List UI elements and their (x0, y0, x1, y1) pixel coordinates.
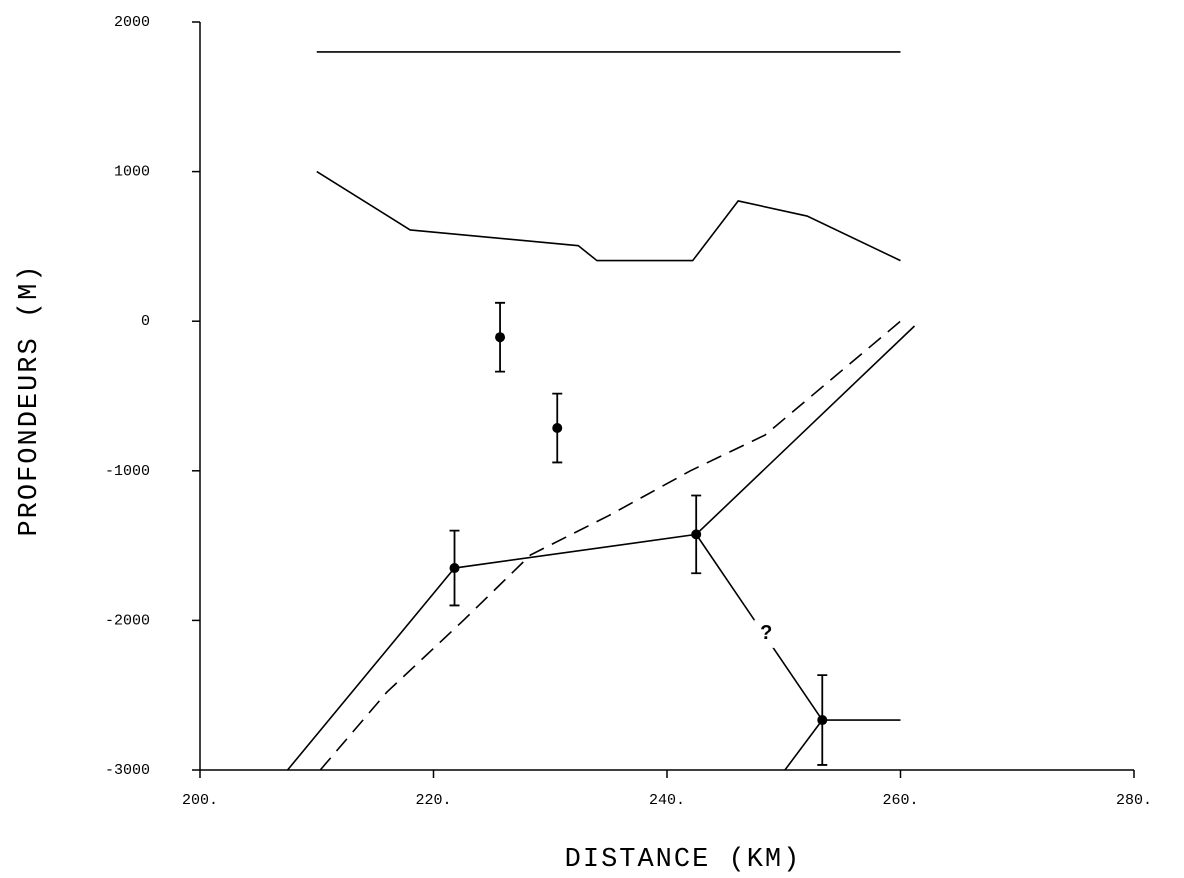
data-point (449, 563, 460, 574)
series-line (695, 533, 901, 721)
series-line (784, 719, 823, 770)
y-tick-label: -3000 (105, 762, 150, 779)
x-tick-label: 220. (415, 792, 451, 809)
data-point (691, 529, 702, 540)
series-line (316, 170, 901, 262)
x-tick-label: 280. (1116, 792, 1152, 809)
y-tick-label: 2000 (114, 14, 150, 31)
x-axis-title: DISTANCE (KM) (565, 845, 802, 875)
y-tick-label: -2000 (105, 612, 150, 629)
annotation: ? (760, 622, 772, 644)
plot-area (286, 51, 916, 770)
annotation-bg (754, 619, 779, 648)
data-point (817, 715, 828, 726)
x-tick-label: 260. (882, 792, 918, 809)
data-point (495, 332, 506, 343)
series-line (286, 325, 916, 770)
data-point (552, 423, 563, 434)
y-tick-label: -1000 (105, 463, 150, 480)
x-tick-label: 240. (649, 792, 685, 809)
series-line (319, 320, 902, 770)
y-tick-label: 1000 (114, 164, 150, 181)
x-tick-label: 200. (182, 792, 218, 809)
y-axis-title: PROFONDEURS (M) (15, 263, 45, 536)
y-tick-label: 0 (141, 313, 150, 330)
